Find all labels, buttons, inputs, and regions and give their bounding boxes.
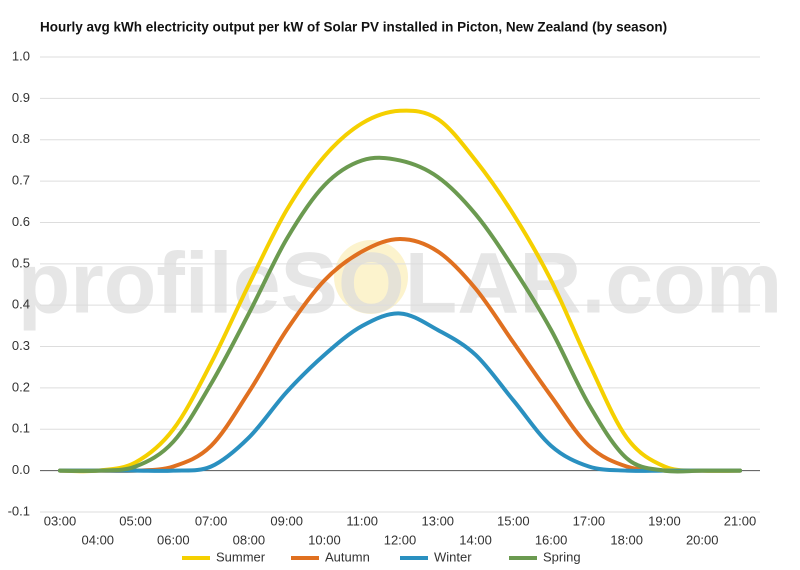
series-line [58,237,742,473]
x-tick-label: 19:00 [648,513,681,528]
series-line [58,311,742,473]
x-tick-label: 17:00 [573,513,606,528]
y-tick-label: -0.1 [8,503,30,518]
y-tick-label: 0.4 [12,297,30,312]
y-tick-label: 0.6 [12,214,30,229]
y-tick-label: 0.5 [12,255,30,270]
y-tick-label: 0.8 [12,131,30,146]
x-tick-label: 12:00 [384,532,417,547]
x-tick-label: 18:00 [610,532,643,547]
legend-label: Autumn [325,549,370,564]
x-tick-label: 05:00 [119,513,152,528]
y-tick-label: 1.0 [12,48,30,63]
x-tick-label: 13:00 [422,513,455,528]
watermark: profileSOLAR.com [18,236,783,332]
x-tick-label: 15:00 [497,513,530,528]
legend-label: Summer [216,549,266,564]
x-tick-label: 08:00 [233,532,266,547]
x-tick-label: 11:00 [346,513,378,528]
x-tick-label: 21:00 [724,513,757,528]
y-tick-label: 0.0 [12,462,30,477]
series-line [58,108,742,474]
x-tick-label: 06:00 [157,532,190,547]
series-line [58,155,742,474]
legend-label: Spring [543,549,581,564]
x-tick-label: 10:00 [308,532,341,547]
y-tick-label: 0.9 [12,90,30,105]
x-tick-label: 03:00 [44,513,77,528]
y-tick-label: 0.3 [12,338,30,353]
y-tick-label: 0.1 [12,421,30,436]
x-tick-label: 20:00 [686,532,719,547]
y-tick-label: 0.7 [12,173,30,188]
chart-title: Hourly avg kWh electricity output per kW… [40,20,667,35]
y-tick-label: 0.2 [12,379,30,394]
x-tick-label: 07:00 [195,513,228,528]
x-tick-label: 09:00 [270,513,303,528]
legend-label: Winter [434,549,472,564]
x-tick-label: 14:00 [459,532,492,547]
x-tick-label: 16:00 [535,532,568,547]
x-tick-label: 04:00 [82,532,115,547]
